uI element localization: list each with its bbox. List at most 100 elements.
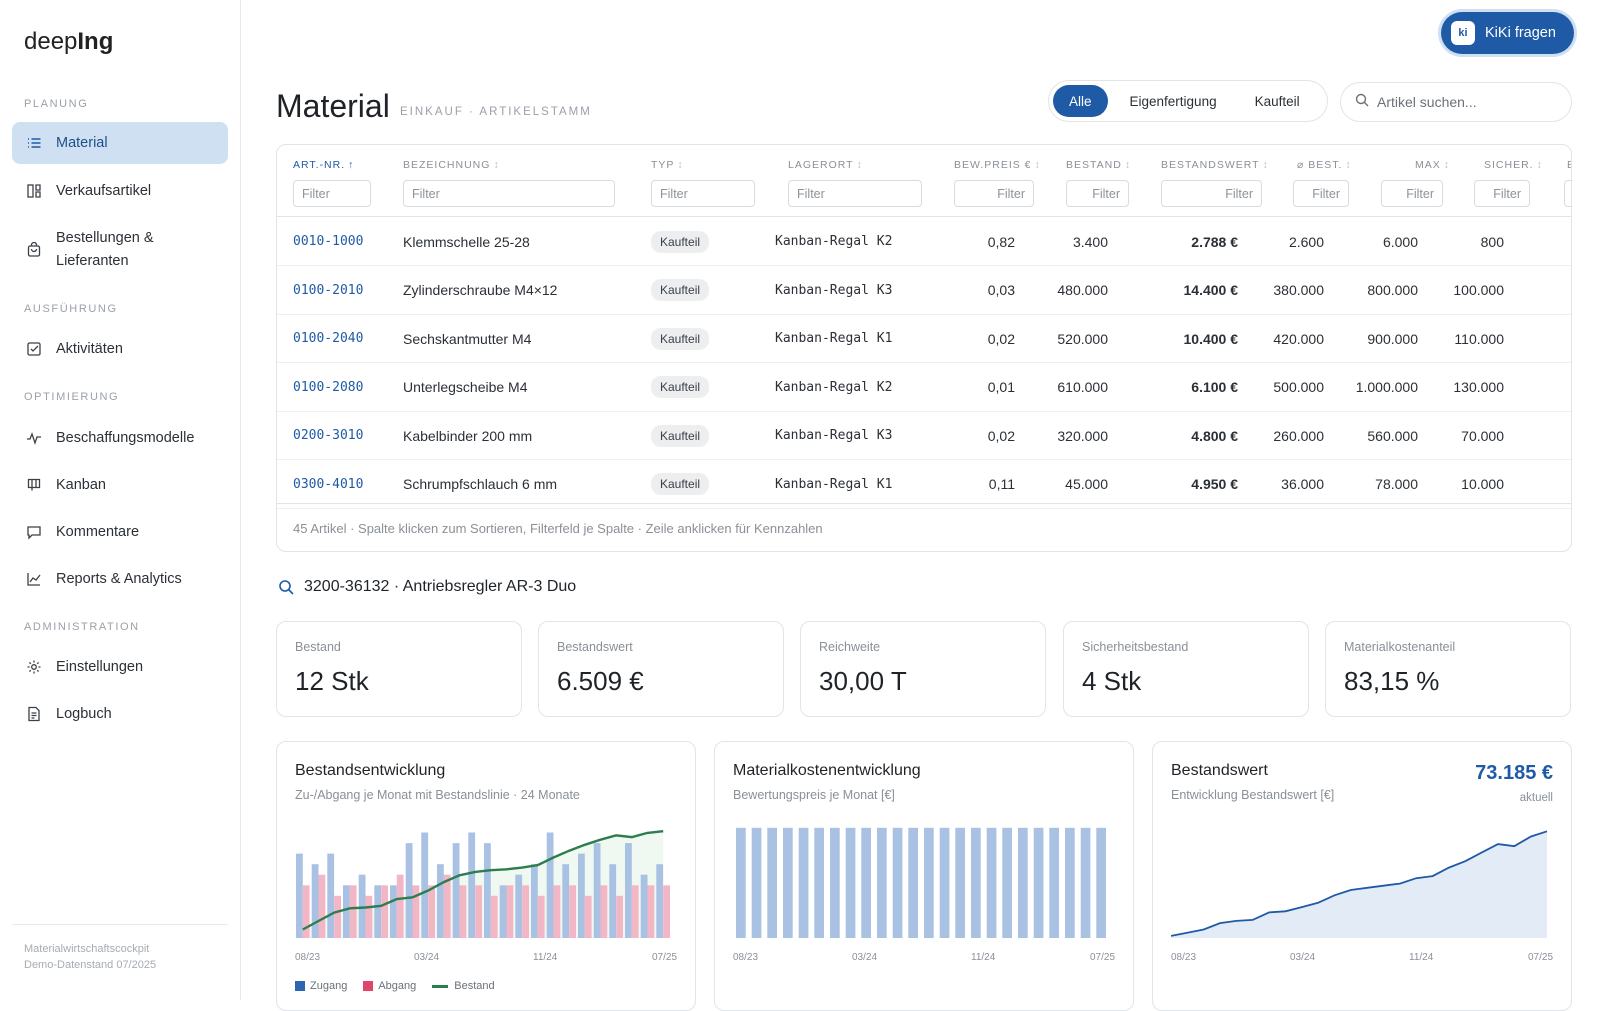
document-icon	[26, 706, 42, 722]
bar-zugang	[515, 874, 523, 938]
bar-abgang	[553, 885, 561, 938]
cell-artnr: 0300-4010	[293, 476, 364, 492]
cell-typ: Kaufteil	[641, 314, 761, 363]
nav-section-planung: PLANUNG	[24, 98, 89, 110]
kiki-label: KiKi fragen	[1485, 25, 1556, 41]
cell-bezeichnung: Kabelbinder 200 mm	[403, 427, 533, 444]
bar-bewertungspreis	[955, 827, 965, 938]
table-row[interactable]: 0010-1000 Klemmschelle 25-28 Kaufteil Kanba…	[277, 217, 1571, 266]
bar-bewertungspreis	[1018, 827, 1028, 938]
sidebar-item-label: Material	[56, 134, 108, 151]
bar-abgang	[647, 885, 655, 938]
current-value-label: aktuell	[1519, 792, 1553, 804]
nav-section-ausfuehrung: AUSFÜHRUNG	[24, 303, 118, 315]
chart-bestandswert: Bestandswert Entwicklung Bestandswert [€…	[1152, 741, 1572, 1011]
kiki-ask-button[interactable]: ki KiKi fragen	[1441, 12, 1574, 54]
column-header-avg-bestand[interactable]: ⌀ BEST. ↕	[1297, 159, 1352, 171]
bar-zugang	[593, 843, 601, 938]
gear-icon	[26, 659, 42, 675]
cell-preis: 0,01	[987, 379, 1015, 395]
filter-artnr[interactable]: Filter	[293, 180, 371, 207]
sidebar-item-bestellungen[interactable]: Bestellungen & Lieferanten	[12, 222, 228, 278]
cell-max: 1.000.000	[1355, 379, 1418, 395]
cell-typ: Kaufteil	[641, 460, 761, 509]
bar-abgang	[302, 885, 310, 938]
sidebar-item-kommentare[interactable]: Kommentare	[12, 511, 228, 553]
line-chart-icon	[26, 571, 42, 587]
kpi-label: Bestandswert	[557, 640, 633, 654]
filter-bezeichnung[interactable]: Filter	[403, 180, 615, 207]
chart-title: Bestandsentwicklung	[295, 762, 446, 779]
table-row[interactable]: 0200-3010 Kabelbinder 200 mm Kaufteil Kanba…	[277, 411, 1571, 460]
sidebar-item-einstellungen[interactable]: Einstellungen	[12, 646, 228, 688]
sidebar-item-label: Bestellungen & Lieferanten	[56, 230, 154, 269]
bar-abgang	[600, 885, 608, 938]
filter-max[interactable]: Filter	[1381, 180, 1443, 207]
table-row[interactable]: 0300-4010 Schrumpfschlauch 6 mm Kaufteil Ka…	[277, 460, 1571, 509]
cell-bestand: 520.000	[1057, 330, 1108, 347]
type-badge: Kaufteil	[651, 230, 710, 253]
bar-zugang	[499, 885, 507, 938]
filter-bestand[interactable]: Filter	[1066, 180, 1129, 207]
nav-section-optimierung: OPTIMIERUNG	[24, 391, 120, 403]
sidebar-item-logbuch[interactable]: Logbuch	[12, 693, 228, 735]
filter-typ[interactable]: Filter	[651, 180, 755, 207]
tab-eigenfertigung[interactable]: Eigenfertigung	[1129, 93, 1217, 109]
column-header-artnr[interactable]: ART.-NR. ↑	[293, 159, 355, 171]
sidebar-item-aktivitaeten[interactable]: Aktivitäten	[12, 328, 228, 370]
cell-avg-bestand: 36.000	[1281, 476, 1324, 492]
search-input[interactable]	[1377, 94, 1557, 110]
table-row[interactable]: 0100-2010 Zylinderschraube M4×12 Kaufteil K…	[277, 266, 1571, 315]
cell-max: 800.000	[1367, 282, 1418, 298]
column-header-max[interactable]: MAX ↕	[1415, 159, 1451, 171]
bar-bewertungspreis	[1065, 827, 1075, 938]
bar-abgang	[475, 885, 482, 938]
column-header-sicher[interactable]: SICHER. ↕	[1484, 159, 1543, 171]
sidebar-item-reports[interactable]: Reports & Analytics	[12, 558, 228, 600]
bar-zugang	[531, 864, 538, 938]
filter-bestandswert[interactable]: Filter	[1161, 180, 1262, 207]
bar-abgang	[459, 885, 467, 938]
bar-zugang	[311, 864, 319, 938]
kpi-label: Sicherheitsbestand	[1082, 640, 1189, 654]
sidebar-footer: Materialwirtschaftscockpit Demo-Datensta…	[12, 924, 228, 973]
bar-zugang	[656, 864, 664, 938]
filter-b[interactable]	[1564, 180, 1571, 207]
column-header-typ[interactable]: TYP ↕	[651, 159, 684, 171]
table-row[interactable]: 0100-2080 Unterlegscheibe M4 Kaufteil Kanba…	[277, 363, 1571, 412]
tab-kaufteil[interactable]: Kaufteil	[1254, 93, 1300, 109]
sidebar-item-verkaufsartikel[interactable]: Verkaufsartikel	[12, 170, 228, 212]
column-header-preis[interactable]: BEW.PREIS € ↕	[954, 159, 1041, 171]
filter-lagerort[interactable]: Filter	[788, 180, 922, 207]
table-row[interactable]: 0100-2040 Sechskantmutter M4 Kaufteil Kanba…	[277, 314, 1571, 363]
board-icon	[26, 477, 42, 493]
bar-zugang	[296, 853, 303, 938]
chart-title: Bestandswert	[1171, 762, 1268, 779]
cell-typ: Kaufteil	[641, 363, 761, 412]
cell-max: 6.000	[1382, 233, 1418, 250]
bar-bewertungspreis	[783, 827, 793, 938]
filter-sicher[interactable]: Filter	[1474, 180, 1530, 207]
app-logo[interactable]: deepIng	[24, 28, 114, 55]
column-header-lagerort[interactable]: LAGERORT ↕	[788, 159, 863, 171]
filter-preis[interactable]: Filter	[954, 180, 1034, 207]
bar-zugang	[546, 832, 554, 938]
filter-avg-bestand[interactable]: Filter	[1293, 180, 1349, 207]
sidebar-item-material[interactable]: Material	[12, 122, 228, 164]
cell-bestand: 610.000	[1057, 379, 1108, 395]
cell-preis: 0,03	[987, 282, 1015, 298]
column-header-b[interactable]: B	[1567, 159, 1571, 171]
bar-bewertungspreis	[1033, 827, 1044, 938]
cell-preis: 0,11	[988, 476, 1015, 492]
sidebar-item-kanban[interactable]: Kanban	[12, 464, 228, 506]
tab-alle[interactable]: Alle	[1053, 85, 1108, 117]
column-header-bestandswert[interactable]: BESTANDSWERT ↕	[1161, 159, 1269, 171]
bar-abgang	[334, 895, 341, 938]
column-header-bestand[interactable]: BESTAND ↕	[1066, 159, 1132, 171]
sidebar-item-beschaffungsmodelle[interactable]: Beschaffungsmodelle	[12, 417, 228, 459]
bar-zugang	[484, 843, 491, 938]
chart-title: Materialkostenentwicklung	[733, 762, 921, 779]
column-header-bezeichnung[interactable]: BEZEICHNUNG ↕	[403, 159, 500, 171]
legend-line-bestand	[432, 984, 449, 988]
page-subtitle: EINKAUF · ARTIKELSTAMM	[400, 106, 592, 118]
